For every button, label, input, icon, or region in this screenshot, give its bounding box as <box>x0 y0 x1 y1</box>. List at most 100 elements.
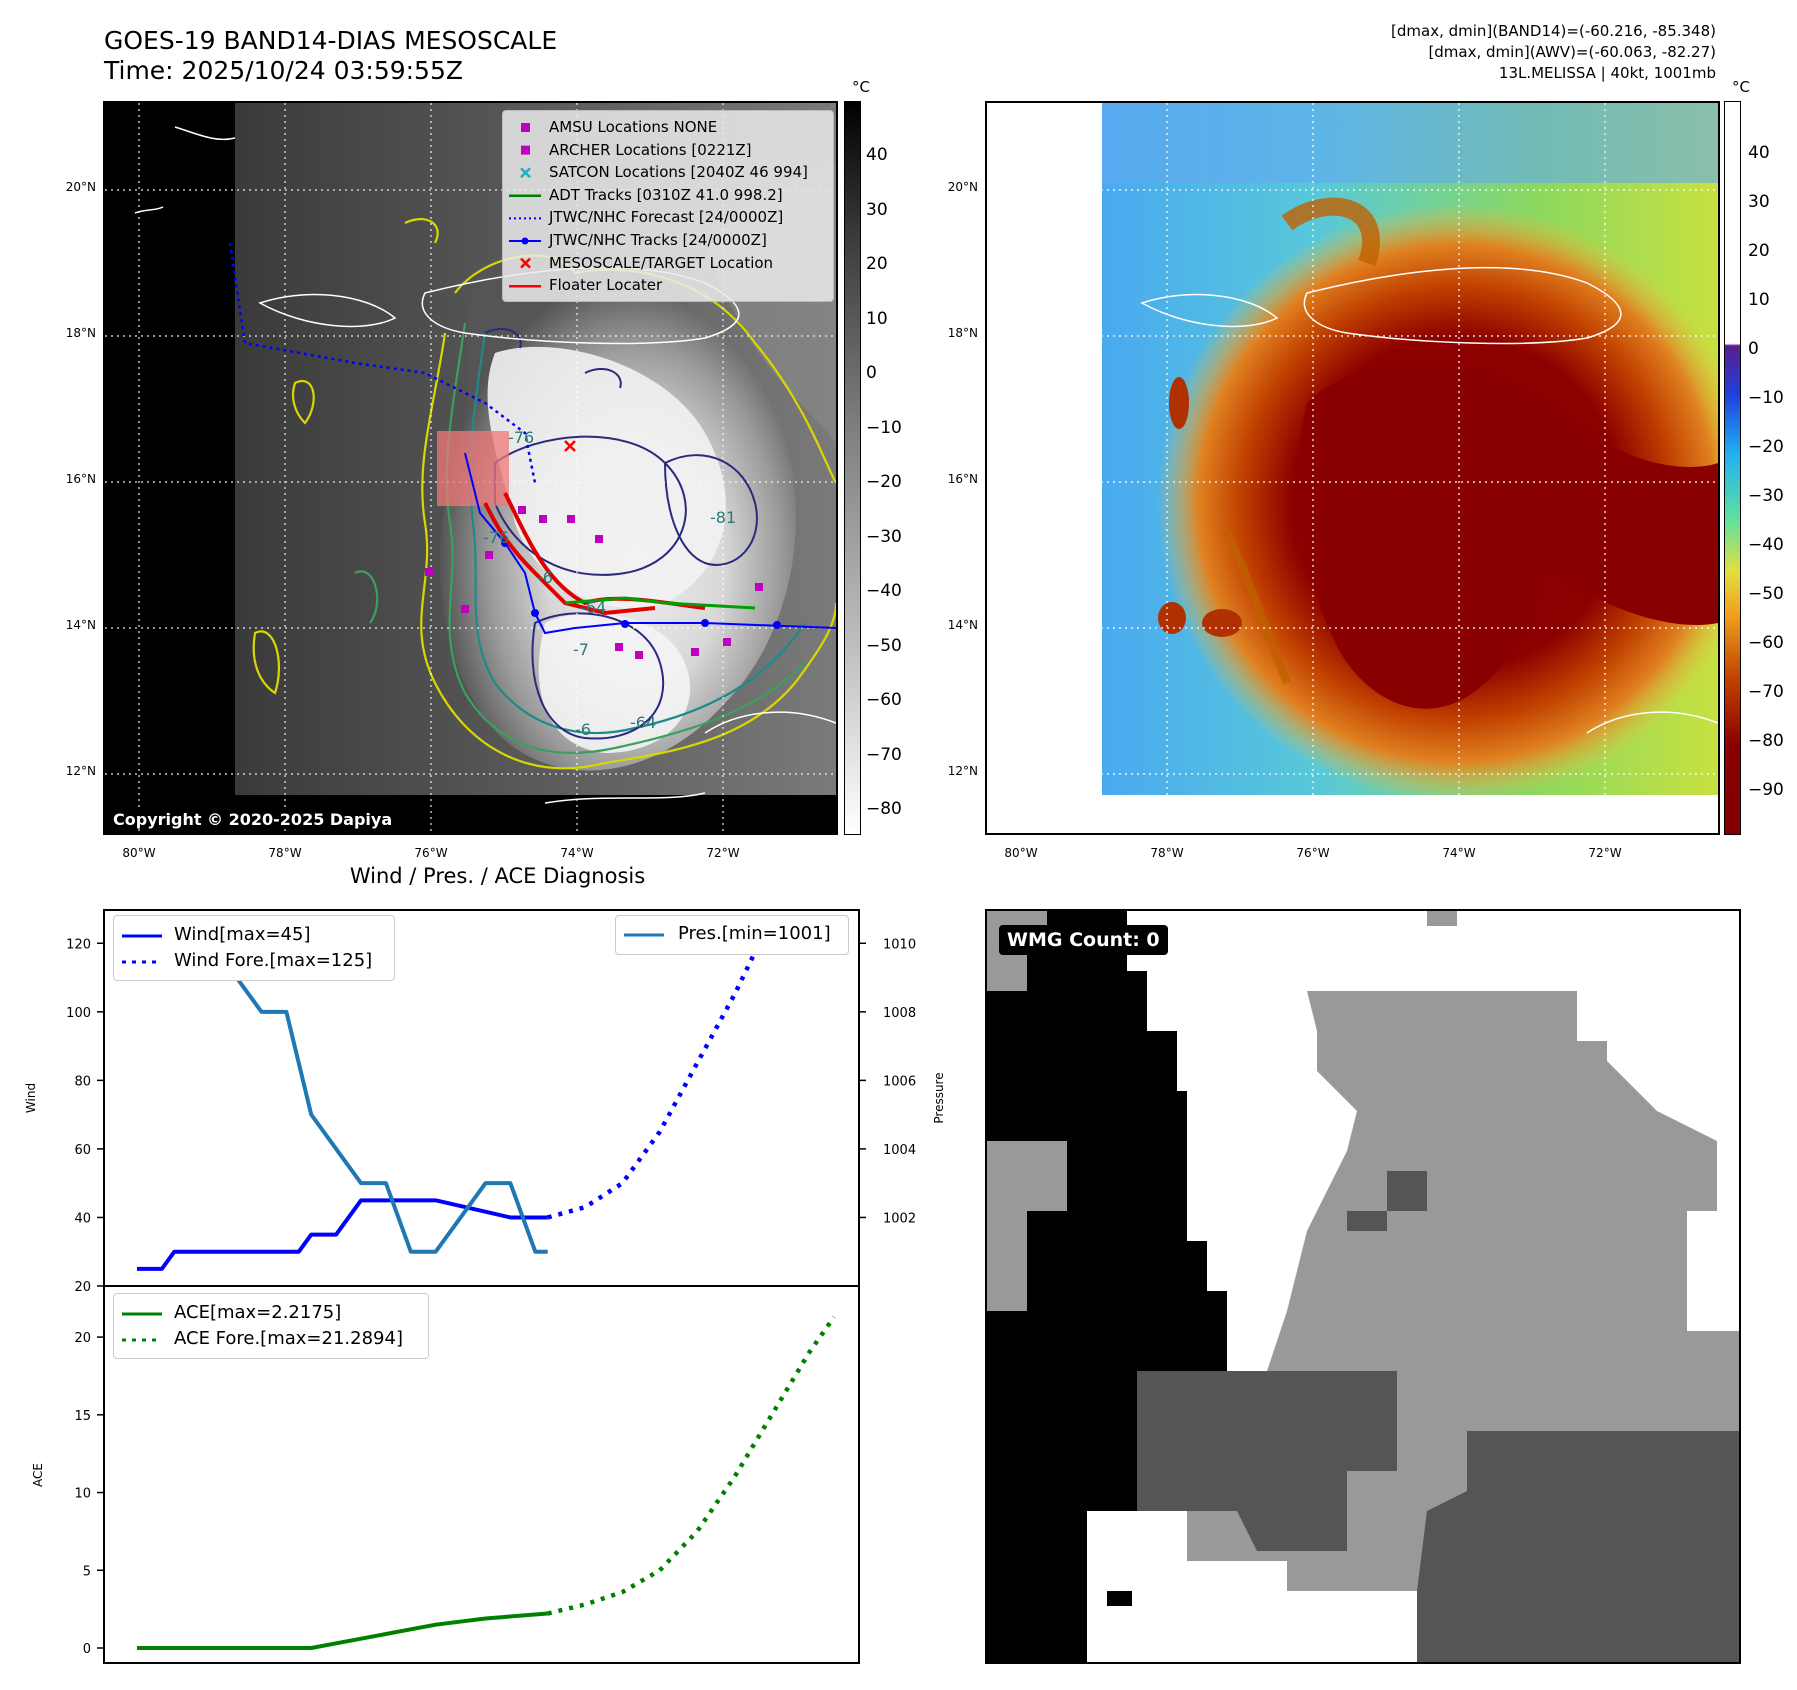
pressure-tick-label: 1002 <box>883 1211 916 1226</box>
legend-ace-label: ACE[max=2.2175] <box>174 1302 342 1323</box>
lat-label: 20°N <box>65 180 96 194</box>
colorbar-tick: 10 <box>866 308 888 329</box>
colorbar-tick: 20 <box>1748 241 1770 261</box>
right-map-image <box>987 103 1718 833</box>
colorbar-tick: −50 <box>866 635 902 656</box>
colorbar-tick: −40 <box>866 581 902 601</box>
wind-tick-label: 100 <box>66 1006 91 1021</box>
wind-tick-label: 40 <box>74 1211 91 1226</box>
contour-label: -76 <box>483 528 509 547</box>
lat-label: 14°N <box>947 618 978 632</box>
colorbar-tick: 0 <box>1748 339 1759 359</box>
lon-label: 76°W <box>1296 846 1330 860</box>
wmg-panel: WMG Count: 0 <box>985 909 1741 1664</box>
lat-label: 12°N <box>947 764 978 778</box>
wmg-grid-image <box>987 911 1739 1662</box>
colorbar-tick: −50 <box>1748 584 1784 604</box>
wind-tick-label: 120 <box>66 937 91 952</box>
legend-label: SATCON Locations [2040Z 46 994] <box>549 163 808 182</box>
ace-tick-label: 20 <box>74 1331 91 1346</box>
map-legend: AMSU Locations NONE ARCHER Locations [022… <box>502 110 834 302</box>
pressure-axis-label: Pressure <box>932 1072 946 1123</box>
lat-label: 16°N <box>65 472 96 486</box>
colorbar-tick: −20 <box>866 472 902 492</box>
colorbar-tick: −80 <box>866 799 902 819</box>
legend-marker <box>509 237 541 245</box>
legend-marker <box>520 167 531 179</box>
contour-label: -7 <box>573 640 589 659</box>
colorbar-tick: −20 <box>1748 437 1784 457</box>
diagnosis-title: Wind / Pres. / ACE Diagnosis <box>349 864 646 888</box>
lon-label: 72°W <box>706 846 740 860</box>
colorbar-tick: 40 <box>1748 143 1770 163</box>
colorbar-tick: −40 <box>1748 535 1784 555</box>
ace-tick-label: 15 <box>74 1409 91 1424</box>
legend-label: ADT Tracks [0310Z 41.0 998.2] <box>549 185 783 204</box>
colorbar-tick: 30 <box>866 199 888 220</box>
diagnosis-frame <box>103 909 860 1664</box>
pressure-legend: Pres.[min=1001] <box>615 915 849 955</box>
left-map-panel: -76 -64 -6 -7 -81 -6 -64 -76 AMSU Locati… <box>103 101 838 835</box>
lat-label: 18°N <box>947 326 978 340</box>
pressure-tick-label: 1010 <box>883 937 916 952</box>
colorbar-tick: −30 <box>1748 486 1784 506</box>
band14-stats: [dmax, dmin](BAND14)=(-60.216, -85.348) <box>1391 22 1716 40</box>
contour-label: -6 <box>575 720 591 739</box>
series-line <box>547 923 834 1220</box>
colorbar-tick: −10 <box>1748 388 1784 408</box>
colorbar-tick: 20 <box>866 254 888 274</box>
lat-label: 16°N <box>947 472 978 486</box>
colorbar-tick: 30 <box>1748 192 1770 212</box>
pressure-tick-label: 1008 <box>883 1006 916 1021</box>
ace-axis-label: ACE <box>31 1463 45 1487</box>
lon-label: 78°W <box>1150 846 1184 860</box>
contour-label: -6 <box>537 568 553 587</box>
colorbar-tick: −30 <box>866 526 902 547</box>
copyright: Copyright © 2020-2025 Dapiya <box>109 810 397 829</box>
colorbar-tick: −90 <box>1748 780 1784 800</box>
legend-label: JTWC/NHC Tracks [24/0000Z] <box>549 231 767 249</box>
ace-tick-label: 5 <box>83 1564 91 1579</box>
left-colorbar-unit: °C <box>852 78 870 96</box>
contour-label: -64 <box>580 598 606 617</box>
pressure-tick-label: 1004 <box>883 1143 916 1158</box>
wmg-count-label: WMG Count: 0 <box>999 925 1168 955</box>
right-map-panel <box>985 101 1720 835</box>
legend-markers <box>509 123 541 288</box>
series-line <box>137 1611 548 1650</box>
left-colorbar <box>844 101 861 835</box>
legend-wind-forecast-label: Wind Fore.[max=125] <box>174 950 373 971</box>
legend-marker <box>521 123 530 132</box>
colorbar-tick: −70 <box>866 744 902 765</box>
right-colorbar <box>1724 101 1741 835</box>
contour-label: -76 <box>508 428 534 447</box>
lon-label: 80°W <box>1004 846 1038 860</box>
chart-time: Time: 2025/10/24 03:59:55Z <box>104 56 463 85</box>
colorbar-tick: 40 <box>866 145 888 165</box>
colorbar-tick: 0 <box>866 363 877 383</box>
contour-label: -64 <box>630 713 656 732</box>
colorbar-tick: −80 <box>1748 731 1784 751</box>
legend-label: ARCHER Locations [0221Z] <box>549 140 752 159</box>
chart-title: GOES-19 BAND14-DIAS MESOSCALE <box>104 26 558 55</box>
legend-label: AMSU Locations NONE <box>549 118 718 136</box>
legend-ace-forecast-label: ACE Fore.[max=21.2894] <box>174 1328 403 1349</box>
ace-tick-label: 0 <box>83 1642 91 1657</box>
lon-label: 80°W <box>122 846 156 860</box>
wind-tick-label: 60 <box>74 1143 91 1158</box>
wind-tick-label: 80 <box>74 1074 91 1089</box>
lon-label: 74°W <box>560 846 594 860</box>
lat-label: 14°N <box>65 618 96 632</box>
pressure-tick-label: 1006 <box>883 1074 916 1089</box>
series-line <box>137 941 548 1254</box>
colorbar-tick: −60 <box>1748 633 1784 653</box>
right-colorbar-unit: °C <box>1732 78 1750 96</box>
colorbar-tick: −10 <box>866 417 902 438</box>
series-line <box>547 1315 836 1616</box>
lon-label: 76°W <box>414 846 448 860</box>
awv-stats: [dmax, dmin](AWV)=(-60.063, -82.27) <box>1428 43 1716 61</box>
lon-label: 78°W <box>268 846 302 860</box>
colorbar-tick: −60 <box>866 690 902 710</box>
lat-label: 20°N <box>947 180 978 194</box>
lat-label: 12°N <box>65 764 96 778</box>
